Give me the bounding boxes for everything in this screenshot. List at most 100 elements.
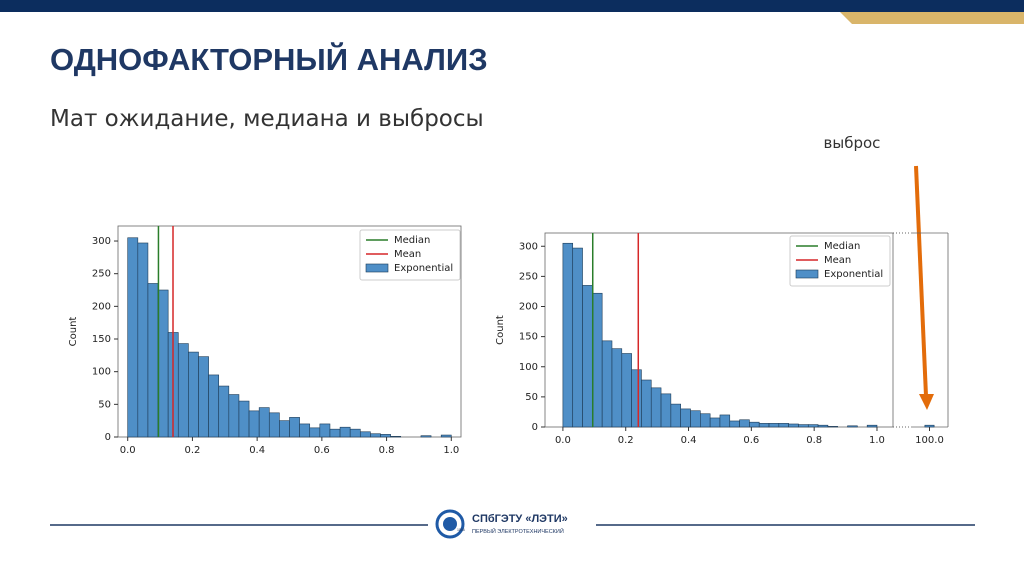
histogram-bar <box>279 420 290 438</box>
histogram-bar <box>680 408 691 428</box>
histogram-bar <box>788 423 799 428</box>
histogram-bar <box>631 369 642 428</box>
histogram-bar <box>778 423 789 428</box>
x-tick-label: 0.2 <box>618 435 634 446</box>
x-tick-label: 1.0 <box>443 445 459 456</box>
histogram-bar <box>690 410 701 428</box>
histogram-bar <box>289 417 300 438</box>
histogram-bar <box>572 247 583 428</box>
histogram-bar <box>592 292 603 428</box>
histogram-bar <box>309 427 321 438</box>
annotation: выброс <box>824 134 881 152</box>
y-tick-label: 150 <box>519 332 538 343</box>
y-tick-label: 200 <box>519 302 538 313</box>
histogram-bar <box>268 412 280 438</box>
legend-label: Mean <box>394 249 421 260</box>
x-tick-label: 0.0 <box>120 445 136 456</box>
histogram-bar <box>248 410 260 438</box>
gold-stripe <box>840 12 1024 24</box>
histogram-bar <box>390 436 402 438</box>
histogram-bar <box>339 426 351 438</box>
histogram-bar <box>709 417 721 428</box>
legend-label: Exponential <box>824 269 883 280</box>
histogram-bar <box>238 400 250 438</box>
x-tick-label: 1.0 <box>869 435 885 446</box>
legend-label: Mean <box>824 255 851 266</box>
legend-swatch <box>795 269 819 279</box>
histogram-bar <box>228 394 240 438</box>
y-tick-label: 200 <box>92 301 111 312</box>
outlier-bar <box>924 424 935 428</box>
logo-year: 1886 <box>457 528 465 532</box>
y-tick-label: 0 <box>105 432 111 443</box>
histogram-bar <box>177 343 189 438</box>
legend-label: Median <box>824 241 860 252</box>
y-tick-label: 50 <box>525 392 538 403</box>
histogram-bar <box>440 434 452 438</box>
histogram-bar <box>621 353 632 428</box>
histogram-bar <box>601 340 613 428</box>
logo-tagline: ПЕРВЫЙ ЭЛЕКТРОТЕХНИЧЕСКИЙ <box>472 527 564 535</box>
logo-name: СПбГЭТУ «ЛЭТИ» <box>472 513 568 525</box>
y-axis-label: Count <box>68 317 79 347</box>
top-banner <box>0 0 1024 12</box>
histogram-bar <box>670 403 681 428</box>
histogram-bar <box>700 413 711 428</box>
y-tick-label: 250 <box>92 269 111 280</box>
annotation-arrow <box>914 165 928 397</box>
histogram-bar <box>258 407 270 438</box>
legend-swatch <box>365 263 389 273</box>
logo-emblem <box>435 509 465 539</box>
y-tick-label: 0 <box>532 422 538 433</box>
x-tick-label: 100.0 <box>915 435 944 446</box>
logo-emblem <box>443 517 457 531</box>
histogram-bar <box>817 424 829 428</box>
x-tick-label: 0.6 <box>743 435 759 446</box>
x-tick-label: 0.8 <box>806 435 822 446</box>
y-tick-label: 100 <box>92 367 111 378</box>
histogram-bar <box>847 425 858 428</box>
y-tick-label: 250 <box>519 271 538 282</box>
histogram-bar <box>758 423 770 428</box>
histogram-bar <box>127 237 139 438</box>
histogram-bar <box>299 423 311 438</box>
x-tick-label: 0.0 <box>555 435 571 446</box>
histogram-bar <box>729 420 740 428</box>
arrow-head <box>919 394 934 410</box>
y-tick-label: 300 <box>92 236 111 247</box>
x-tick-label: 0.4 <box>249 445 265 456</box>
histogram-bar <box>807 424 819 428</box>
histogram-bar <box>370 433 381 438</box>
x-tick-label: 0.4 <box>681 435 697 446</box>
histogram-bar <box>359 431 371 438</box>
histogram-bar <box>866 424 878 428</box>
slide-subtitle: Мат ожидание, медиана и выбросы <box>50 106 484 132</box>
histogram-bar <box>188 351 199 438</box>
histogram-bar <box>319 423 331 438</box>
legend-label: Exponential <box>394 263 453 274</box>
histogram-bar <box>582 285 593 428</box>
histogram-bar <box>198 356 209 438</box>
histogram-bar <box>349 428 361 438</box>
histogram-bar <box>562 242 574 428</box>
x-tick-label: 0.2 <box>184 445 200 456</box>
y-axis-label: Count <box>495 315 506 345</box>
y-tick-label: 150 <box>92 334 111 345</box>
histogram-bar <box>660 393 672 428</box>
histogram-bar <box>208 374 220 438</box>
histogram-bar <box>218 385 230 438</box>
histogram-bar <box>420 435 432 438</box>
histogram-bar <box>798 424 809 428</box>
histogram-bar <box>641 379 652 428</box>
histogram-bar <box>650 387 662 428</box>
histogram-bar <box>380 434 391 438</box>
histogram-bar <box>719 414 731 428</box>
y-tick-label: 100 <box>519 362 538 373</box>
slide-title: ОДНОФАКТОРНЫЙ АНАЛИЗ <box>50 41 488 77</box>
histogram-bar <box>611 348 623 428</box>
histogram-bar <box>768 423 780 428</box>
y-tick-label: 50 <box>98 399 111 410</box>
histogram-bar <box>739 419 750 428</box>
histogram-bar <box>827 426 839 428</box>
